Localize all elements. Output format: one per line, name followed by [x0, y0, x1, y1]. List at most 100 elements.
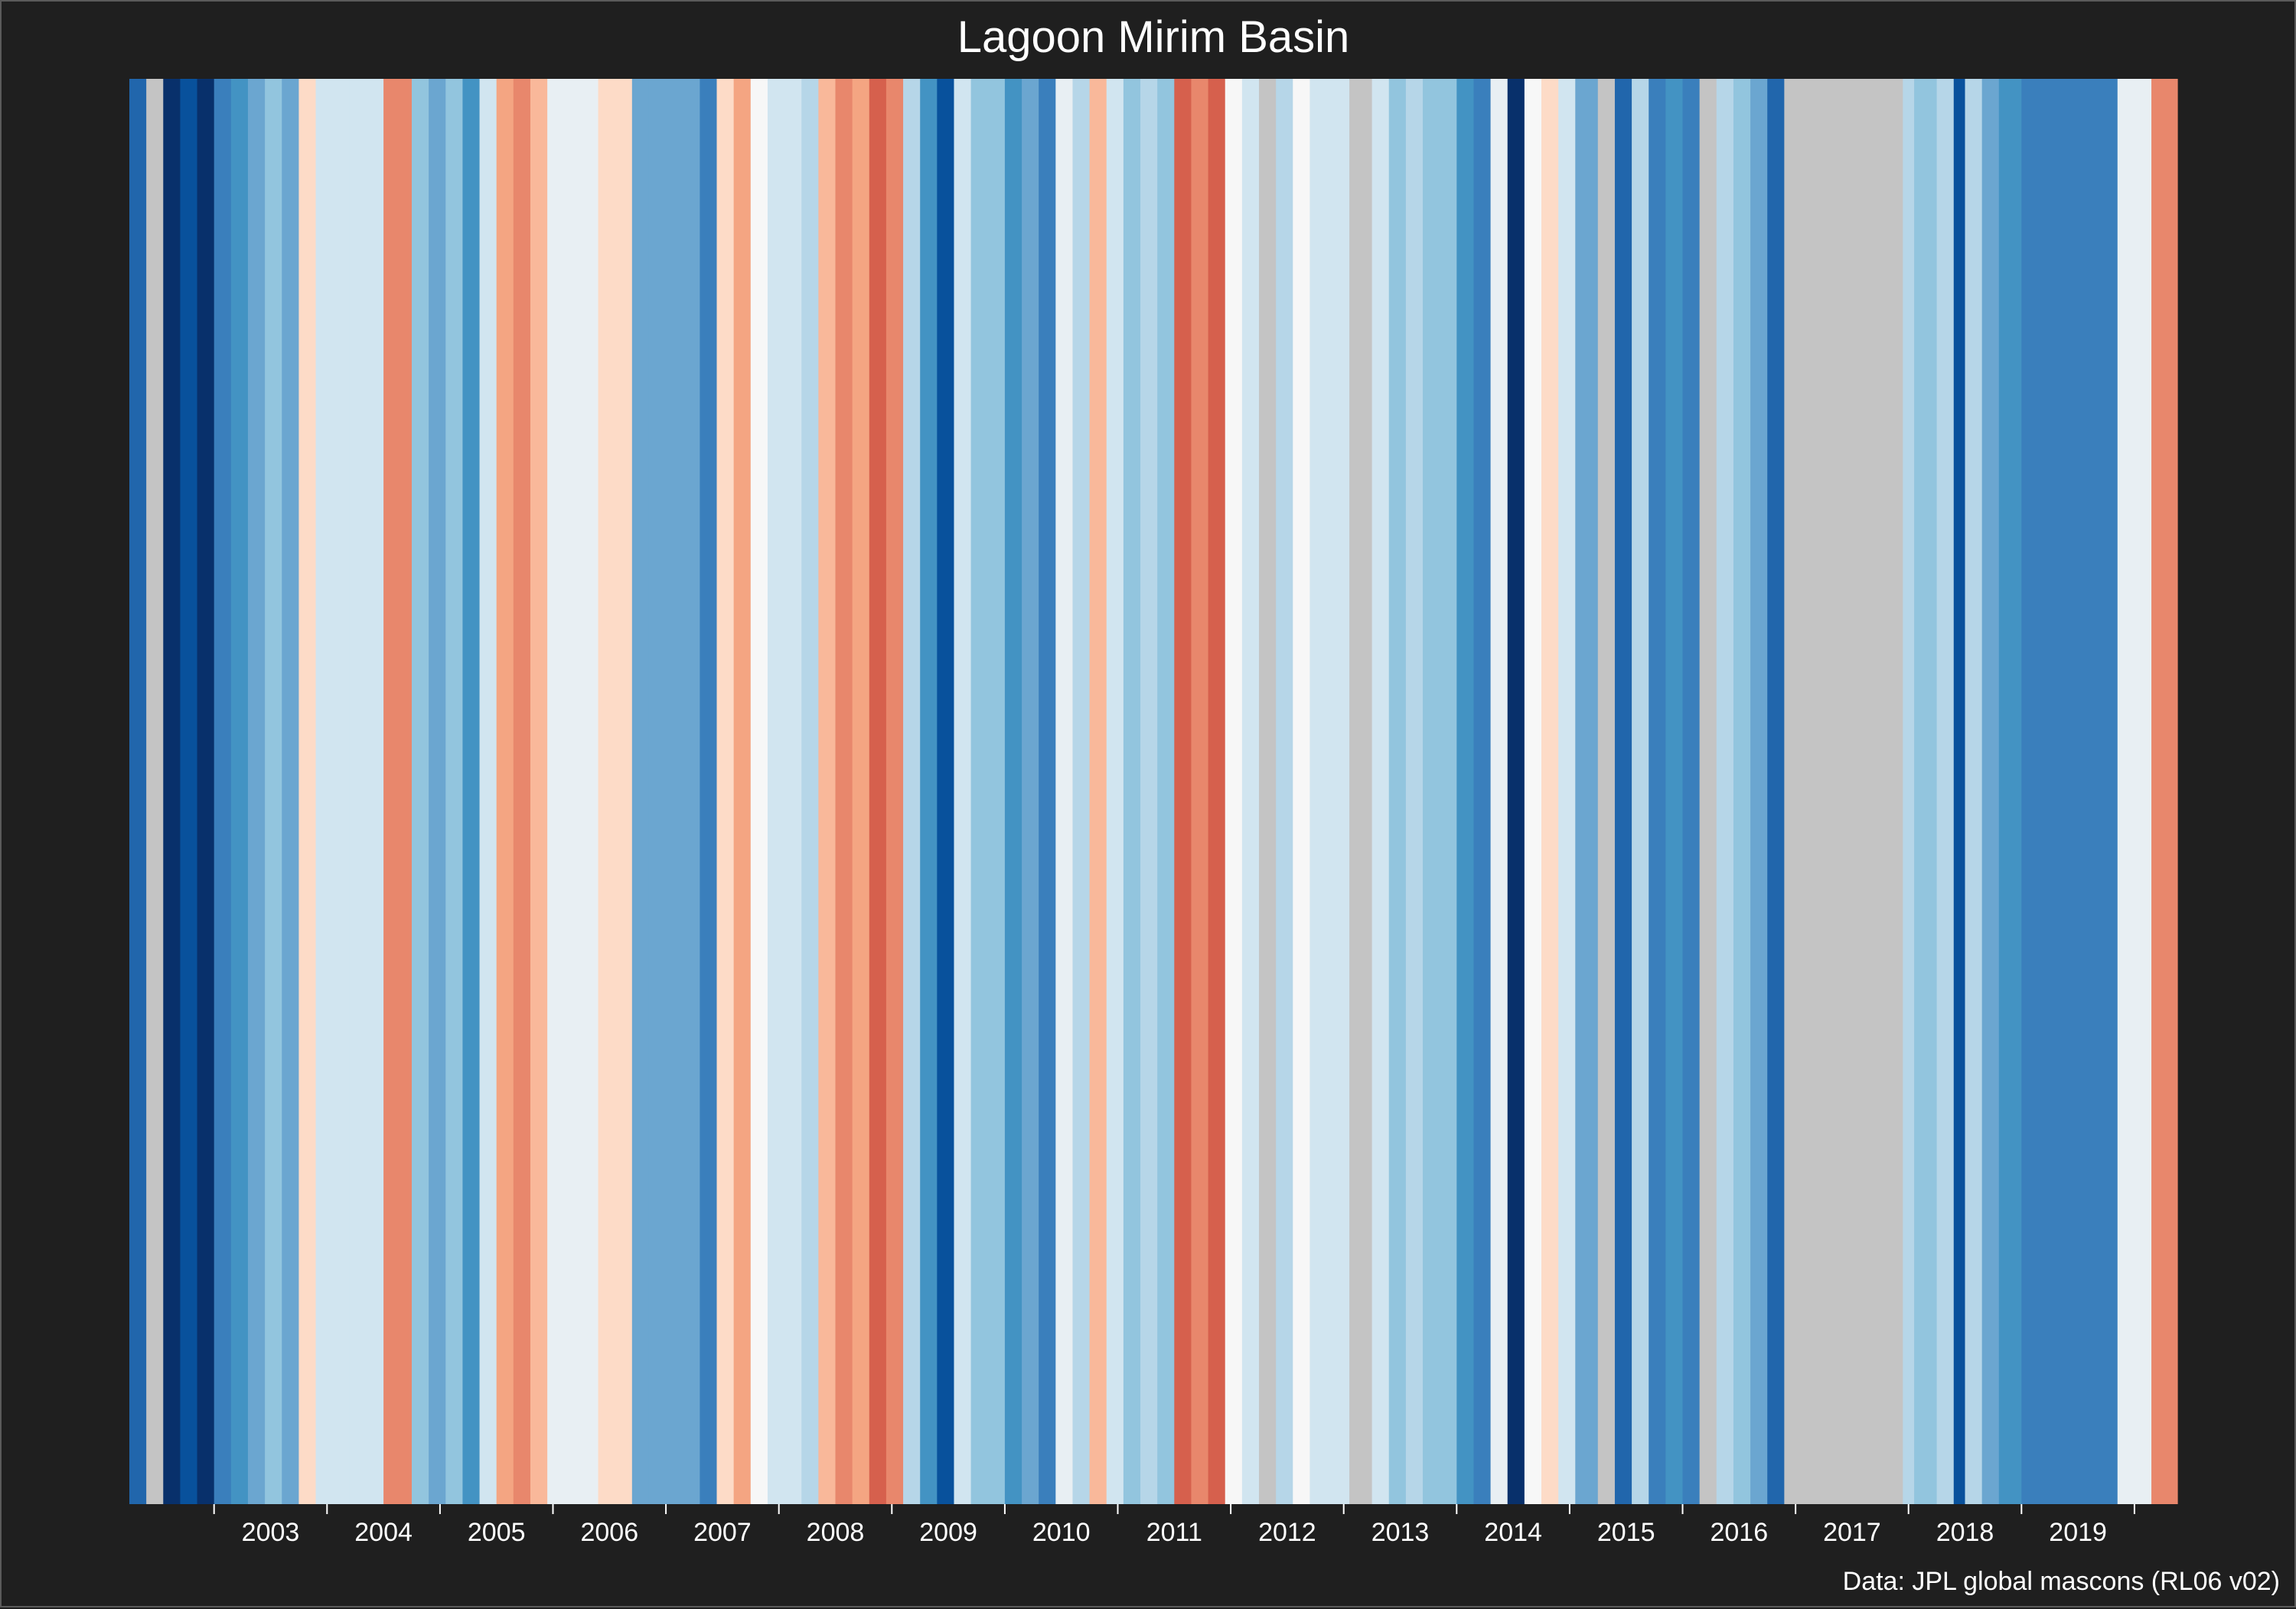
- stripe-20: [479, 79, 497, 1504]
- x-tick-label-2006: 2006: [580, 1518, 638, 1547]
- stripe-32: [683, 79, 700, 1504]
- stripe-66: [1259, 79, 1277, 1504]
- stripe-34: [716, 79, 735, 1504]
- stripe-63: [1208, 79, 1226, 1504]
- stripe-0: [129, 79, 147, 1504]
- stripe-60: [1157, 79, 1175, 1504]
- stripe-83: [1558, 79, 1576, 1504]
- stripe-13: [349, 79, 367, 1504]
- stripe-57: [1106, 79, 1124, 1504]
- stripe-35: [733, 79, 752, 1504]
- x-tick-label-2010: 2010: [1032, 1518, 1091, 1547]
- stripe-102: [1981, 79, 2000, 1504]
- stripe-19: [462, 79, 481, 1504]
- stripe-104: [2021, 79, 2118, 1504]
- stripe-78: [1473, 79, 1492, 1504]
- stripe-87: [1632, 79, 1649, 1504]
- stripe-69: [1309, 79, 1328, 1504]
- stripe-77: [1456, 79, 1475, 1504]
- x-tick-label-2019: 2019: [2049, 1518, 2107, 1547]
- stripe-56: [1089, 79, 1107, 1504]
- stripe-55: [1072, 79, 1091, 1504]
- stripe-3: [180, 79, 198, 1504]
- x-axis: 2003 2004 2005 2006 2007 2008 2009 2010 2011 2012…: [213, 1504, 2135, 1547]
- stripe-58: [1123, 79, 1141, 1504]
- x-tick-label-2011: 2011: [1146, 1518, 1202, 1547]
- stripe-12: [332, 79, 351, 1504]
- stripe-42: [852, 79, 870, 1504]
- stripe-23: [530, 79, 548, 1504]
- stripe-86: [1614, 79, 1632, 1504]
- stripe-44: [885, 79, 904, 1504]
- stripe-37: [767, 79, 785, 1504]
- stripe-71: [1349, 79, 1373, 1504]
- stripe-29: [631, 79, 650, 1504]
- stripe-2: [163, 79, 181, 1504]
- stripes-group: [129, 79, 2178, 1504]
- stripe-48: [954, 79, 972, 1504]
- stripe-6: [230, 79, 249, 1504]
- x-tick-label-2017: 2017: [1823, 1518, 1881, 1547]
- stripe-38: [784, 79, 802, 1504]
- stripe-24: [547, 79, 565, 1504]
- stripe-72: [1371, 79, 1390, 1504]
- stripe-70: [1326, 79, 1350, 1504]
- stripe-54: [1055, 79, 1074, 1504]
- stripe-16: [412, 79, 429, 1504]
- stripe-11: [315, 79, 334, 1504]
- stripe-105: [2117, 79, 2135, 1504]
- x-tick-label-2012: 2012: [1258, 1518, 1316, 1547]
- x-tick-label-2016: 2016: [1710, 1518, 1768, 1547]
- stripe-98: [1914, 79, 1938, 1504]
- stripe-100: [1953, 79, 1966, 1504]
- stripe-51: [1004, 79, 1022, 1504]
- stripe-21: [496, 79, 514, 1504]
- x-tick-label-2018: 2018: [1936, 1518, 1994, 1547]
- stripe-64: [1225, 79, 1243, 1504]
- stripe-107: [2151, 79, 2178, 1504]
- stripe-106: [2134, 79, 2152, 1504]
- x-tick-label-2007: 2007: [693, 1518, 752, 1547]
- stripe-73: [1388, 79, 1407, 1504]
- stripe-95: [1767, 79, 1785, 1504]
- data-source-caption: Data: JPL global mascons (RL06 v02): [1843, 1567, 2280, 1596]
- stripe-10: [298, 79, 317, 1504]
- stripe-30: [648, 79, 667, 1504]
- stripe-80: [1507, 79, 1525, 1504]
- stripe-50: [987, 79, 1006, 1504]
- stripe-17: [429, 79, 446, 1504]
- stripe-25: [564, 79, 582, 1504]
- stripe-36: [750, 79, 768, 1504]
- stripe-76: [1440, 79, 1457, 1504]
- stripe-101: [1965, 79, 1983, 1504]
- stripe-5: [214, 79, 232, 1504]
- chart-title: Lagoon Mirim Basin: [957, 12, 1350, 62]
- stripe-46: [920, 79, 938, 1504]
- x-tick-label-2013: 2013: [1371, 1518, 1430, 1547]
- stripe-1: [146, 79, 164, 1504]
- x-tick-label-2015: 2015: [1597, 1518, 1655, 1547]
- stripe-88: [1649, 79, 1666, 1504]
- stripe-9: [282, 79, 299, 1504]
- stripe-4: [197, 79, 215, 1504]
- stripe-14: [366, 79, 384, 1504]
- stripe-94: [1750, 79, 1768, 1504]
- stripe-68: [1293, 79, 1311, 1504]
- stripe-31: [666, 79, 683, 1504]
- stripe-47: [937, 79, 955, 1504]
- stripe-41: [835, 79, 853, 1504]
- stripe-39: [801, 79, 819, 1504]
- x-tick-label-2009: 2009: [919, 1518, 977, 1547]
- stripe-85: [1597, 79, 1616, 1504]
- stripe-65: [1241, 79, 1260, 1504]
- stripe-91: [1699, 79, 1717, 1504]
- stripe-53: [1039, 79, 1056, 1504]
- stripe-92: [1716, 79, 1734, 1504]
- stripe-28: [615, 79, 633, 1504]
- stripe-67: [1276, 79, 1293, 1504]
- stripe-59: [1140, 79, 1158, 1504]
- stripe-52: [1022, 79, 1039, 1504]
- stripe-90: [1682, 79, 1701, 1504]
